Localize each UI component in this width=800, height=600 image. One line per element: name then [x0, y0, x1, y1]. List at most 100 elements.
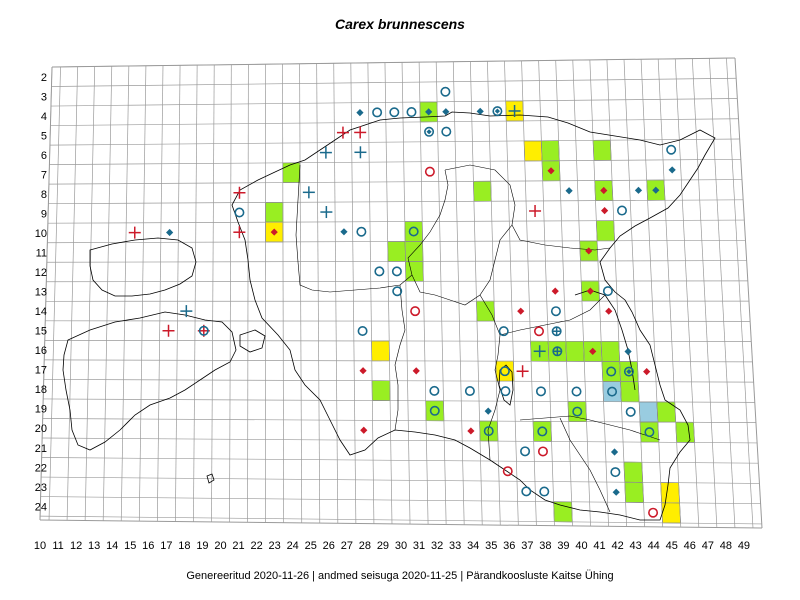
record-marker-plus — [162, 324, 175, 337]
x-tick-label: 19 — [196, 540, 208, 552]
record-marker-diamond — [484, 407, 492, 415]
x-tick-label: 36 — [503, 540, 515, 552]
record-marker-diamond — [476, 107, 484, 115]
grid-line-vertical — [504, 61, 519, 526]
record-marker-ring-diamond — [623, 366, 634, 377]
record-marker-diamond — [600, 186, 608, 195]
grid-line-horizontal — [41, 457, 759, 464]
occupied-cell-green — [623, 461, 644, 483]
grid-line-vertical — [175, 65, 181, 522]
y-tick-label: 15 — [35, 326, 47, 338]
occupied-cell-green — [600, 341, 620, 362]
record-marker-diamond — [652, 186, 660, 194]
record-marker-ring — [410, 306, 421, 317]
grid-line-horizontal — [50, 118, 739, 126]
x-tick-label: 15 — [124, 540, 136, 552]
grid-line-horizontal — [44, 340, 752, 342]
occupied-cell-blue — [602, 381, 622, 403]
record-marker-plus — [233, 226, 246, 239]
grid-line-vertical — [709, 58, 736, 528]
x-tick-label: 46 — [684, 540, 696, 552]
grid-line-vertical — [555, 60, 573, 526]
record-marker-ring — [648, 507, 659, 518]
record-marker-ring — [537, 426, 548, 437]
grid-line-vertical — [384, 62, 393, 524]
grid-line-horizontal — [43, 398, 755, 403]
grid-line-vertical — [193, 65, 198, 522]
x-tick-label: 16 — [142, 540, 154, 552]
x-tick-label: 40 — [575, 540, 587, 552]
y-tick-label: 3 — [41, 91, 47, 103]
record-marker-ring — [392, 286, 403, 297]
record-marker-diamond — [565, 187, 573, 195]
record-marker-diamond — [634, 186, 643, 194]
record-marker-ring — [483, 426, 494, 437]
record-marker-ring — [372, 107, 383, 118]
x-tick-label: 39 — [557, 540, 569, 552]
y-tick-label: 11 — [36, 247, 47, 259]
map-footer: Genereeritud 2020-11-26 | andmed seisuga… — [186, 570, 614, 582]
grid-line-horizontal — [44, 359, 753, 363]
y-tick-label: 19 — [35, 404, 47, 416]
grid-border — [39, 519, 763, 529]
occupied-cell-yellow — [523, 140, 543, 162]
y-tick-label: 13 — [35, 287, 47, 299]
grid-line-vertical — [316, 63, 321, 524]
record-marker-ring — [424, 166, 435, 177]
grid-line-horizontal — [46, 280, 748, 283]
record-marker-ring — [389, 107, 400, 118]
x-tick-label: 17 — [160, 540, 172, 552]
record-marker-ring — [625, 406, 636, 417]
occupied-cell-green — [553, 501, 573, 523]
grid-layer — [39, 57, 763, 529]
x-tick-label: 25 — [305, 540, 317, 552]
grid-line-horizontal — [47, 239, 746, 244]
occupied-cell-green — [371, 380, 391, 401]
y-tick-label: 5 — [41, 130, 47, 142]
record-marker-ring — [550, 306, 561, 317]
record-marker-ring — [534, 326, 545, 337]
record-marker-ring — [502, 466, 513, 477]
record-marker-ring — [572, 406, 583, 417]
x-tick-label: 20 — [214, 540, 226, 552]
x-tick-label: 48 — [720, 540, 732, 552]
occupied-cell-green — [601, 361, 621, 382]
y-tick-label: 12 — [35, 267, 47, 279]
record-marker-diamond — [412, 367, 420, 375]
grid-line-vertical — [282, 63, 285, 523]
y-tick-label: 7 — [41, 169, 47, 181]
y-tick-label: 10 — [35, 228, 47, 240]
record-marker-ring — [537, 446, 548, 457]
grid-line-horizontal — [49, 158, 741, 165]
record-marker-ring — [464, 386, 475, 397]
grid-line-vertical — [640, 59, 664, 527]
grid-line-vertical — [418, 62, 429, 525]
grid-line-vertical — [726, 58, 754, 528]
record-marker-diamond — [360, 426, 368, 434]
record-marker-ring — [440, 86, 451, 97]
record-marker-ring — [535, 386, 546, 397]
record-marker-plus — [128, 226, 141, 239]
occupied-cell-green — [592, 139, 612, 161]
x-tick-label: 35 — [485, 540, 497, 552]
grid-line-vertical — [367, 62, 375, 524]
x-tick-label: 41 — [593, 540, 605, 552]
record-marker-ring — [198, 325, 209, 336]
record-marker-ring-diamond — [424, 126, 435, 137]
grid-line-horizontal — [40, 496, 761, 505]
occupied-cell-green — [541, 140, 560, 162]
occupied-cell-green — [565, 340, 585, 362]
y-tick-label: 18 — [35, 384, 47, 396]
grid-line-horizontal — [47, 219, 745, 224]
record-marker-plus — [302, 186, 315, 199]
country-outline — [231, 111, 716, 521]
record-marker-diamond — [624, 347, 632, 356]
record-marker-ring — [441, 126, 452, 137]
occupied-cell-green — [425, 400, 445, 422]
record-marker-ring — [408, 226, 419, 237]
record-marker-ring — [644, 427, 655, 438]
grid-line-vertical — [156, 65, 164, 522]
record-marker-diamond — [601, 207, 609, 215]
record-marker-ring — [234, 207, 245, 218]
